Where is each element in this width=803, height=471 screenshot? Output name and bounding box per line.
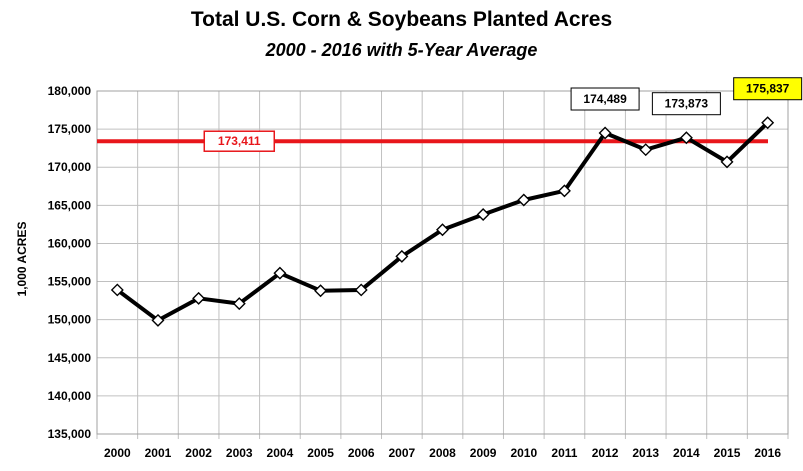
x-tick-label: 2007 xyxy=(389,446,416,460)
data-point-marker xyxy=(598,126,612,140)
data-point-marker xyxy=(110,283,124,297)
y-tick-label: 140,000 xyxy=(48,389,92,403)
series-line xyxy=(116,121,770,323)
y-tick-label: 155,000 xyxy=(48,275,92,289)
y-tick-label: 160,000 xyxy=(48,236,92,250)
x-tick-label: 2014 xyxy=(673,446,700,460)
x-tick-label: 2006 xyxy=(348,446,375,460)
x-tick-label: 2008 xyxy=(429,446,456,460)
x-tick-label: 2004 xyxy=(267,446,294,460)
label-layer: 174,489 173,873 175,837 xyxy=(570,77,803,116)
x-tick-label: 2012 xyxy=(592,446,619,460)
series-layer xyxy=(110,116,775,327)
data-point-marker xyxy=(436,223,449,237)
data-label: 173,873 xyxy=(665,97,709,111)
data-point-marker xyxy=(557,184,571,198)
chart-title: Total U.S. Corn & Soybeans Planted Acres xyxy=(190,8,613,31)
data-label-box xyxy=(651,92,721,116)
data-label: 175,837 xyxy=(746,82,790,96)
data-point-marker xyxy=(761,116,775,130)
y-tick-label: 165,000 xyxy=(48,198,92,212)
y-tick-label: 170,000 xyxy=(48,160,92,174)
chart-subtitle: 2000 - 2016 with 5-Year Average xyxy=(265,40,538,60)
x-tick-label: 2015 xyxy=(714,446,741,460)
data-point-marker xyxy=(476,207,490,221)
x-tick-label: 2009 xyxy=(470,446,497,460)
data-label-box xyxy=(733,77,803,101)
data-label: 174,489 xyxy=(583,92,627,106)
x-tick-label: 2016 xyxy=(754,446,781,460)
x-tick-label: 2005 xyxy=(307,446,334,460)
x-tick-label: 2010 xyxy=(510,446,537,460)
data-point-marker xyxy=(395,249,409,263)
y-tick-label: 145,000 xyxy=(48,351,92,365)
y-tick-label: 175,000 xyxy=(48,122,92,136)
data-point-marker xyxy=(151,313,165,327)
y-tick-label: 150,000 xyxy=(48,313,92,327)
y-tick-label: 135,000 xyxy=(48,427,92,441)
data-point-marker xyxy=(354,283,368,297)
x-tick-label: 2000 xyxy=(104,446,131,460)
data-point-marker xyxy=(273,266,287,280)
plot-frame xyxy=(96,90,789,435)
data-point-marker xyxy=(639,143,653,157)
axis-layer: 135,000 140,000 145,000 150,000 155,000 160,0… xyxy=(48,84,789,460)
x-tick-label: 2001 xyxy=(145,446,172,460)
y-tick-label: 180,000 xyxy=(48,84,92,98)
x-tick-label: 2002 xyxy=(185,446,212,460)
data-point-marker xyxy=(517,193,531,207)
average-label-box xyxy=(203,130,276,152)
x-tick-label: 2003 xyxy=(226,446,253,460)
data-point-marker xyxy=(192,291,206,305)
average-layer: 173,411 xyxy=(97,130,768,152)
average-label: 173,411 xyxy=(218,134,261,148)
data-label-box xyxy=(570,87,640,111)
data-point-marker xyxy=(679,131,693,145)
x-tick-label: 2013 xyxy=(632,446,659,460)
x-tick-label: 2011 xyxy=(551,446,577,460)
data-point-marker xyxy=(720,155,734,169)
data-point-marker xyxy=(232,297,246,311)
data-point-marker xyxy=(314,284,328,298)
